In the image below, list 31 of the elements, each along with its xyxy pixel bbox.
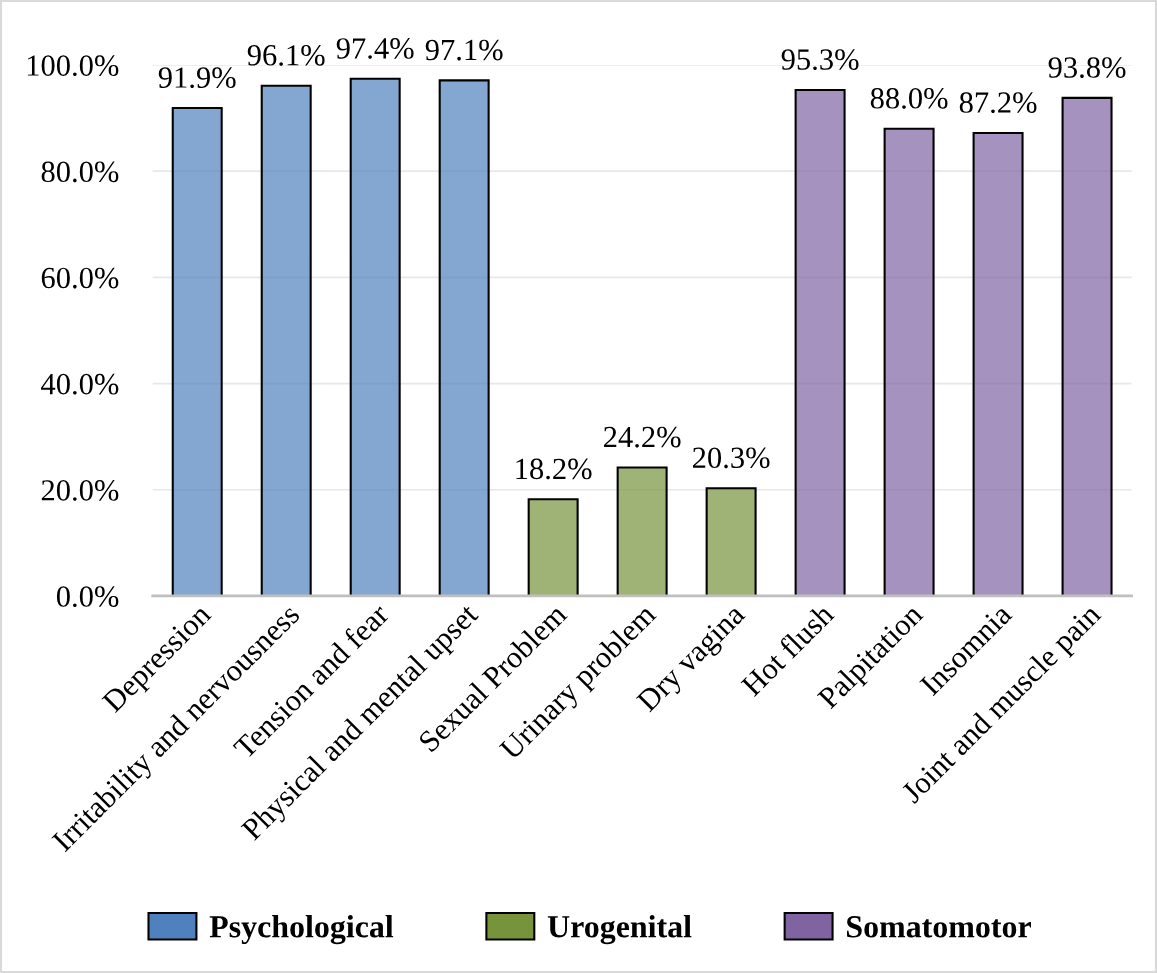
legend-label: Psychological [209, 915, 394, 945]
legend-label: Urogenital [547, 915, 692, 945]
data-label: 97.4% [336, 38, 414, 59]
bar [972, 131, 1024, 596]
data-label: 95.3% [781, 49, 859, 70]
bar [883, 127, 935, 596]
y-tick-label: 80.0% [41, 161, 119, 183]
legend-label: Somatomotor [847, 916, 1031, 938]
bar [705, 487, 757, 596]
bar [171, 106, 223, 596]
data-label: 93.8% [1048, 57, 1126, 78]
y-tick-label: 0.0% [56, 586, 119, 607]
bar [260, 84, 312, 596]
data-label: 91.9% [158, 67, 236, 89]
bar [1061, 96, 1113, 596]
bar [616, 466, 668, 596]
data-label: 88.0% [870, 88, 948, 109]
data-label: 87.2% [959, 92, 1037, 113]
y-tick-label: 100.0% [27, 55, 119, 77]
bar [527, 498, 579, 596]
data-label: 96.1% [247, 44, 325, 66]
y-tick-label: 20.0% [41, 480, 119, 501]
bar [794, 88, 846, 596]
bar [438, 79, 490, 596]
data-label: 97.1% [425, 39, 503, 61]
bar [349, 77, 401, 596]
y-tick-label: 60.0% [41, 267, 119, 289]
data-label: 20.3% [693, 447, 770, 469]
y-tick-label: 40.0% [41, 373, 119, 395]
data-label: 24.2% [604, 426, 681, 448]
data-label: 18.2% [516, 458, 592, 480]
